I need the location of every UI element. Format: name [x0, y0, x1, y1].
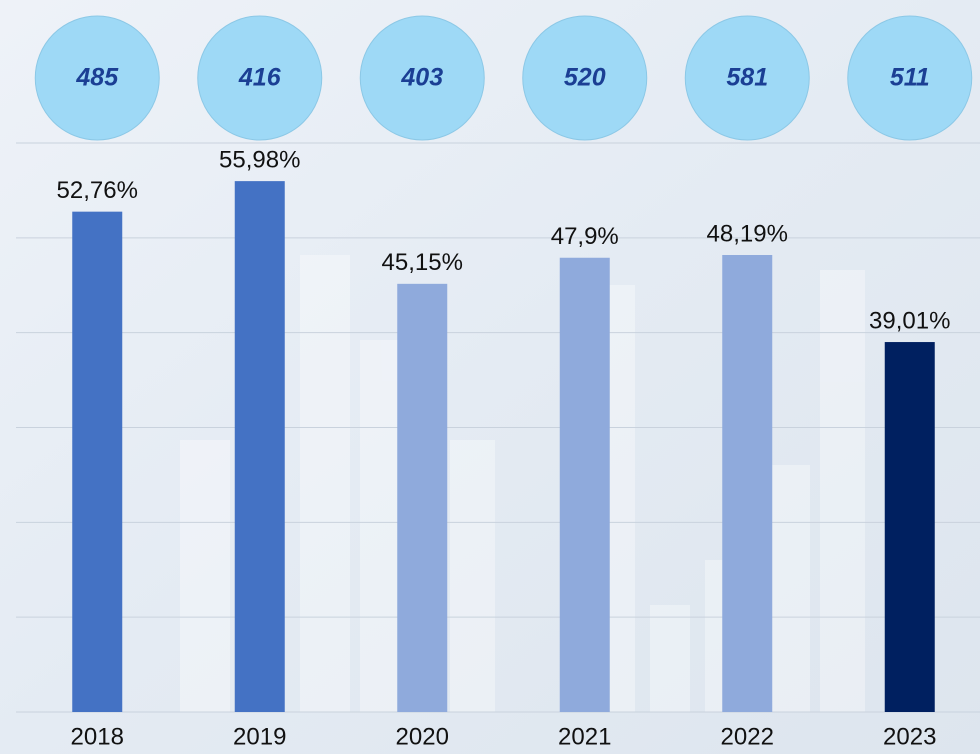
x-tick-label: 2020 — [396, 723, 449, 750]
value-label: 52,76% — [57, 177, 138, 204]
count-label: 403 — [400, 64, 443, 92]
value-label: 39,01% — [869, 307, 950, 334]
count-label: 581 — [726, 64, 768, 92]
count-bubble — [359, 15, 485, 141]
bar — [234, 181, 285, 713]
count-bubble — [847, 15, 973, 141]
bar — [397, 283, 448, 712]
bar — [72, 211, 123, 712]
count-bubble — [197, 15, 323, 141]
count-label: 520 — [564, 64, 606, 92]
x-tick-label: 2019 — [233, 723, 286, 750]
bar — [884, 342, 935, 712]
count-label: 416 — [238, 64, 282, 92]
value-label: 47,9% — [551, 223, 619, 250]
bar — [722, 254, 773, 712]
x-tick-label: 2023 — [883, 723, 936, 750]
x-tick-label: 2021 — [558, 723, 611, 750]
x-tick-label: 2018 — [71, 723, 124, 750]
count-label: 485 — [75, 64, 119, 92]
value-label: 55,98% — [219, 146, 300, 173]
count-bubble — [522, 15, 648, 141]
value-label: 45,15% — [382, 249, 463, 276]
count-bubble — [684, 15, 810, 141]
value-label: 48,19% — [707, 220, 788, 247]
bar — [559, 257, 610, 712]
count-bubble — [34, 15, 160, 141]
count-label: 511 — [890, 64, 930, 92]
x-tick-label: 2022 — [721, 723, 774, 750]
